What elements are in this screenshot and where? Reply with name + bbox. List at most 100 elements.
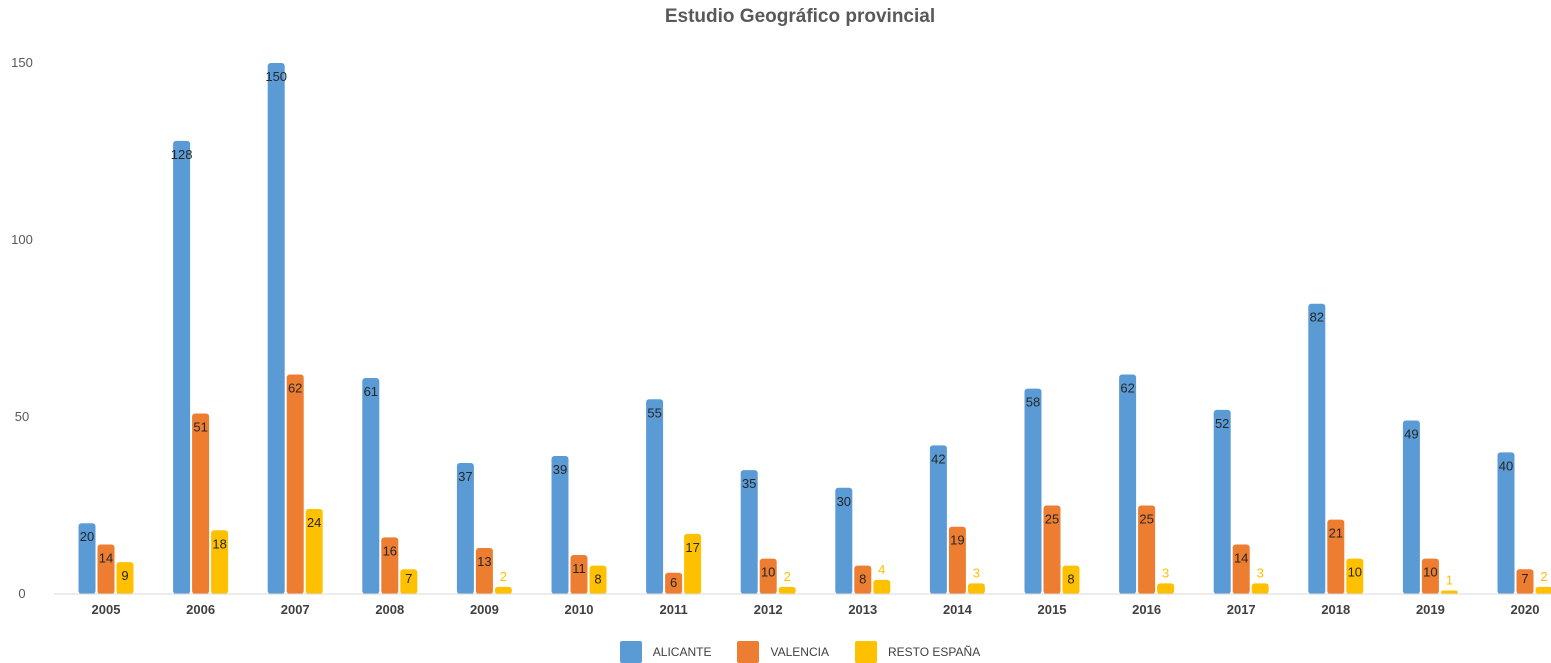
legend-item: ALICANTE <box>619 641 711 663</box>
data-label: 18 <box>212 536 226 551</box>
bar <box>1213 409 1231 594</box>
data-label: 7 <box>1521 571 1528 586</box>
x-tick-label: 2005 <box>92 602 121 617</box>
data-label: 52 <box>1215 416 1229 431</box>
y-tick-label: 150 <box>11 55 33 70</box>
bar <box>873 579 891 594</box>
bar <box>1157 583 1175 594</box>
bar <box>740 470 758 594</box>
data-label: 61 <box>364 384 378 399</box>
data-label: 19 <box>950 533 964 548</box>
y-tick-label: 0 <box>18 586 25 601</box>
bar <box>267 63 285 594</box>
legend-swatch <box>854 641 877 663</box>
x-tick-label: 2012 <box>754 602 783 617</box>
x-tick-label: 2016 <box>1132 602 1161 617</box>
bar <box>1043 505 1061 594</box>
x-axis: 2005 2006 2007 2008 2009 2010 2011 2012 2013 2014… <box>54 593 1551 617</box>
data-label: 10 <box>1348 565 1362 580</box>
data-label: 3 <box>973 565 980 580</box>
bar <box>1440 590 1458 594</box>
data-label: 8 <box>859 572 866 587</box>
bar <box>1516 569 1534 594</box>
bar <box>1497 452 1515 594</box>
bar <box>116 562 134 594</box>
data-label: 42 <box>931 451 945 466</box>
bar <box>589 565 607 594</box>
data-label: 3 <box>1162 565 1169 580</box>
data-label: 11 <box>572 561 586 576</box>
bar <box>1251 583 1269 594</box>
bar <box>967 583 985 594</box>
bar <box>1308 303 1326 594</box>
bar <box>1024 388 1042 594</box>
x-tick-label: 2009 <box>470 602 499 617</box>
legend-swatch <box>737 641 760 663</box>
data-label: 14 <box>1234 550 1248 565</box>
bar <box>400 569 418 594</box>
x-tick-label: 2018 <box>1321 602 1350 617</box>
bar <box>78 523 96 594</box>
data-label: 55 <box>647 405 661 420</box>
x-tick-label: 2011 <box>659 602 687 617</box>
data-label: 13 <box>477 554 491 569</box>
bar <box>1327 519 1345 594</box>
bar <box>570 555 588 594</box>
data-label: 40 <box>1499 458 1513 473</box>
x-tick-label: 2013 <box>848 602 877 617</box>
data-label: 24 <box>307 515 321 530</box>
data-label: 128 <box>171 147 193 162</box>
data-label: 21 <box>1329 526 1343 541</box>
x-tick-label: 2017 <box>1227 602 1256 617</box>
data-label: 4 <box>878 562 885 577</box>
data-label: 1 <box>1446 572 1453 587</box>
data-label: 17 <box>685 540 699 555</box>
data-labels-group: 2014912851181506224611673713239118556173… <box>80 69 1548 590</box>
data-label: 30 <box>837 494 851 509</box>
bar <box>759 558 777 594</box>
data-label: 8 <box>594 572 601 587</box>
x-tick-label: 2015 <box>1038 602 1067 617</box>
legend-label: RESTO ESPAÑA <box>887 645 981 659</box>
data-label: 39 <box>553 462 567 477</box>
data-label: 25 <box>1045 512 1059 527</box>
bar <box>1138 505 1156 594</box>
data-label: 62 <box>288 381 302 396</box>
data-label: 10 <box>1423 565 1437 580</box>
legend-item: RESTO ESPAÑA <box>854 641 981 663</box>
bar <box>1232 544 1250 594</box>
data-label: 16 <box>383 543 397 558</box>
bars-group <box>78 63 1551 594</box>
data-label: 35 <box>742 476 756 491</box>
bar <box>665 572 683 594</box>
bar <box>475 547 493 594</box>
bar <box>646 399 664 594</box>
legend: ALICANTE VALENCIA RESTO ESPAÑA <box>0 641 1551 663</box>
bar <box>362 378 380 594</box>
bar <box>211 530 229 594</box>
bar <box>1402 420 1420 594</box>
data-label: 2 <box>1540 569 1547 584</box>
x-tick-label: 2007 <box>281 602 310 617</box>
y-tick-label: 50 <box>15 409 29 424</box>
data-label: 10 <box>761 565 775 580</box>
bar <box>456 463 474 594</box>
legend-swatch <box>619 641 642 663</box>
bar <box>948 526 966 594</box>
chart-title: Estudio Geográfico provincial <box>664 6 936 27</box>
bar <box>1346 558 1364 594</box>
data-label: 82 <box>1310 310 1324 325</box>
bar <box>1421 558 1439 594</box>
data-label: 3 <box>1257 565 1264 580</box>
x-tick-label: 2014 <box>943 602 973 617</box>
data-label: 7 <box>405 571 412 586</box>
data-label: 62 <box>1120 381 1134 396</box>
x-tick-label: 2006 <box>186 602 215 617</box>
bar <box>192 413 210 594</box>
bar <box>1535 586 1551 594</box>
data-label: 37 <box>458 469 472 484</box>
bar <box>778 586 796 594</box>
bar <box>1062 565 1080 594</box>
data-label: 6 <box>670 575 677 590</box>
